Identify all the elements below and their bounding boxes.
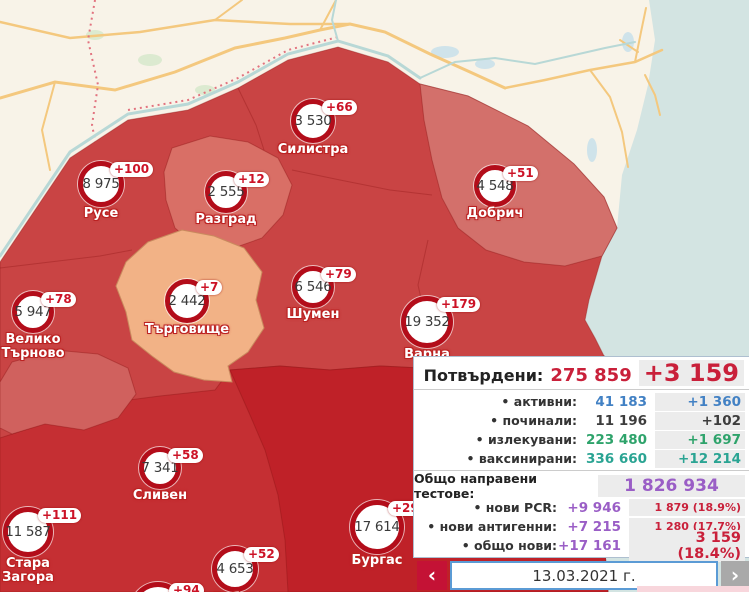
next-date-button[interactable]: › [721, 561, 749, 590]
confirmed-label: Потвърдени: [423, 366, 544, 385]
stat-row: • активни: 41 183 +1 360 [414, 392, 749, 411]
marker-city-label: Добрич [466, 206, 524, 221]
stat-row: • ваксинирани: 336 660 +12 214 [414, 449, 749, 468]
stat-label: • починали: [490, 413, 577, 428]
test-label: • нови PCR: [473, 500, 557, 515]
marker-value: 4 653 [216, 561, 254, 577]
confirmed-delta: +3 159 [638, 360, 744, 386]
test-label: • общо нови: [461, 538, 557, 553]
marker-city-label: Търговище [144, 322, 230, 337]
marker-delta-badge: +12 [234, 172, 269, 187]
bottom-panel-edge [637, 586, 749, 592]
test-percent: 1 879 (18.9%) [629, 499, 745, 516]
stat-delta: +12 214 [655, 449, 745, 468]
marker-delta-badge: +58 [168, 448, 203, 463]
stat-value: 336 660 [585, 450, 647, 467]
test-rows: • нови PCR: +9 946 1 879 (18.9%) • нови ант… [414, 498, 749, 562]
region-gabrovo[interactable] [0, 349, 137, 435]
stat-value: 223 480 [585, 431, 647, 448]
marker-value: 7 341 [141, 460, 179, 476]
marker-city-label: Бургас [351, 553, 403, 568]
marker-delta-badge: +79 [321, 267, 356, 282]
stat-label: • излекувани: [475, 432, 577, 447]
stats-panel: Потвърдени: 275 859 +3 159 • активни: 41 … [413, 356, 749, 562]
stat-delta: +102 [655, 411, 745, 430]
test-value: +9 946 [567, 499, 621, 516]
marker-delta-badge: +78 [41, 292, 76, 307]
marker-circle[interactable]: 2 442 [165, 279, 209, 323]
marker-circle[interactable]: 4 653 [212, 546, 258, 592]
marker-city-label: Шумен [286, 307, 340, 322]
marker-city-label: Русе [83, 206, 119, 221]
marker-city-label: Велико Търново [1, 332, 65, 361]
marker-delta-badge: +7 [196, 280, 223, 295]
stat-row: • излекувани: 223 480 +1 697 [414, 430, 749, 449]
divider [414, 389, 749, 390]
stat-rows: • активни: 41 183 +1 360 • починали: 11 196 +… [414, 392, 749, 468]
marker-city-label: Разград [195, 212, 257, 227]
marker-circle[interactable]: 7 341 [139, 447, 181, 489]
stat-delta: +1 697 [655, 430, 745, 449]
marker-delta-badge: +66 [322, 100, 357, 115]
confirmed-total: 275 859 [550, 365, 632, 386]
marker-circle[interactable]: 3 530 [291, 99, 335, 143]
marker-delta-badge: +52 [244, 547, 279, 562]
divider [414, 470, 749, 471]
stat-value: 41 183 [595, 393, 647, 410]
marker-value: 2 555 [207, 184, 245, 200]
marker-value: 11 587 [5, 524, 51, 540]
stat-delta: +1 360 [655, 392, 745, 411]
roads [0, 0, 664, 171]
marker-circle[interactable]: 19 352 [401, 296, 453, 348]
confirmed-header: Потвърдени: 275 859 +3 159 [414, 357, 749, 387]
tests-header: Общо направени тестове: 1 826 934 [414, 470, 749, 501]
marker-delta-badge: +100 [110, 162, 154, 177]
test-value: +7 215 [567, 518, 621, 535]
marker-value: 4 548 [476, 178, 514, 194]
test-percent: 3 159 (18.4%) [629, 529, 745, 562]
marker-value: 6 546 [294, 279, 332, 295]
stat-row: • починали: 11 196 +102 [414, 411, 749, 430]
marker-circle[interactable]: 2 555 [205, 171, 247, 213]
marker-delta-badge: +111 [38, 508, 82, 523]
marker-delta-badge: +179 [437, 297, 481, 312]
marker-city-label: Стара Загора [2, 556, 54, 585]
marker-value: 3 530 [294, 113, 332, 129]
marker-value: 17 614 [354, 519, 400, 535]
marker-value: 19 352 [404, 314, 450, 330]
marker-value: 5 947 [14, 304, 52, 320]
test-row: • нови PCR: +9 946 1 879 (18.9%) [414, 498, 749, 517]
marker-delta-badge: +94 [169, 583, 204, 592]
marker-city-label: Сливен [132, 488, 188, 503]
stat-value: 11 196 [595, 412, 647, 429]
tests-label: Общо направени тестове: [414, 470, 537, 501]
danube-river [0, 0, 636, 258]
stat-label: • ваксинирани: [466, 451, 577, 466]
date-input[interactable]: 13.03.2021 г. [450, 561, 718, 590]
tests-total: 1 826 934 [597, 474, 745, 497]
marker-value: 8 975 [82, 176, 120, 192]
marker-value: 2 442 [168, 293, 206, 309]
test-label: • нови антигенни: [427, 519, 557, 534]
marker-circle[interactable]: 5 947 [12, 291, 54, 333]
country-border-dotted [86, 0, 339, 151]
test-value: +17 161 [558, 537, 621, 554]
stat-label: • активни: [501, 394, 577, 409]
test-row: • общо нови: +17 161 3 159 (18.4%) [414, 529, 749, 562]
marker-delta-badge: +51 [503, 166, 538, 181]
prev-date-button[interactable]: ‹ [417, 561, 447, 590]
marker-city-label: Силистра [277, 142, 349, 157]
